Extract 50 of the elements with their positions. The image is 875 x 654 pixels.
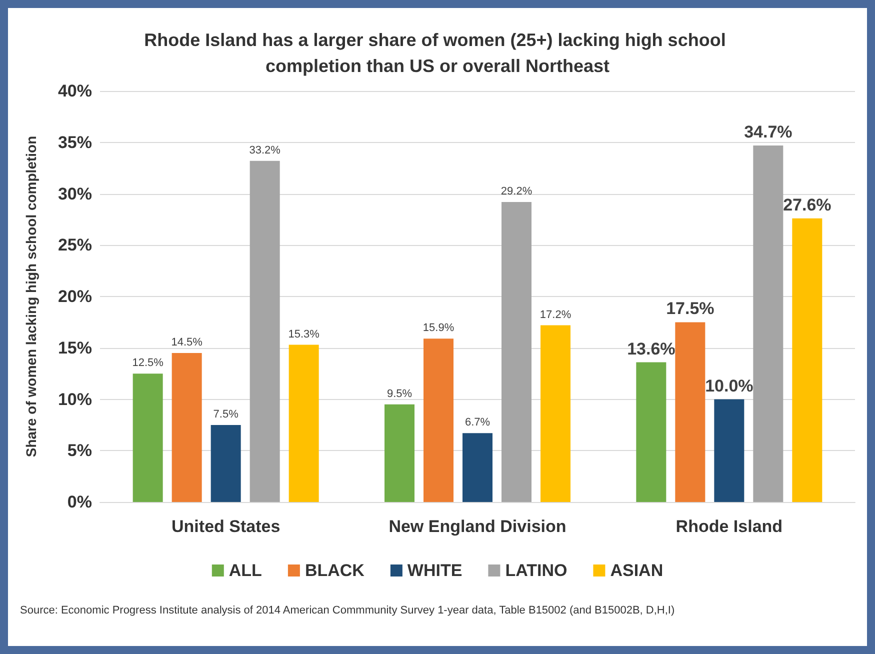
x-tick-label: United States: [172, 517, 280, 536]
data-label: 12.5%: [132, 357, 164, 370]
y-axis-title: Share of women lacking high school completion: [23, 136, 39, 458]
bar: [210, 424, 241, 502]
y-tick-label: 20%: [58, 287, 92, 306]
bar: [714, 399, 744, 502]
x-tick-label: New England Division: [388, 517, 566, 536]
bar: [636, 362, 666, 502]
bar: [250, 160, 280, 502]
data-label: 17.2%: [540, 308, 572, 321]
data-label: 17.5%: [666, 299, 714, 318]
data-label: 14.5%: [171, 336, 203, 349]
bar: [753, 145, 784, 502]
y-tick-label: 15%: [58, 338, 92, 358]
chart-title: Rhode Island has a larger share of women (25+) lacking high school completion than US or overall Northeast: [144, 30, 731, 76]
bar: [172, 353, 202, 502]
legend-label: LATINO: [505, 561, 568, 580]
y-tick-label: 30%: [58, 184, 92, 204]
data-label: 29.2%: [500, 185, 532, 198]
bar: [540, 325, 570, 502]
source-note: Source: Economic Progress Institute analysis of 2014 American Commmunity Survey 1-year data, Table B15002 (and B15002B, D,H,I): [20, 604, 675, 616]
y-tick-label: 25%: [58, 236, 92, 255]
bar: [288, 344, 319, 502]
data-label: 15.9%: [422, 322, 454, 334]
data-label: 34.7%: [744, 122, 792, 142]
legend-label: ALL: [228, 561, 262, 580]
data-label: 33.2%: [249, 144, 281, 156]
y-tick-label: 0%: [67, 492, 92, 512]
legend-label: WHITE: [407, 561, 462, 580]
data-label: 7.5%: [213, 408, 239, 420]
data-label: 9.5%: [386, 388, 412, 400]
y-tick-label: 10%: [58, 390, 92, 409]
data-label: 27.6%: [783, 195, 832, 214]
bar: [384, 404, 414, 502]
y-tick-label: 40%: [58, 82, 92, 100]
bar: [462, 433, 492, 502]
legend-label: ASIAN: [610, 561, 664, 580]
bar: [792, 218, 822, 502]
data-label: 10.0%: [705, 376, 754, 396]
bar: [132, 374, 163, 502]
y-tick-label: 5%: [67, 441, 92, 460]
bar: [675, 322, 706, 502]
y-tick-label: 35%: [58, 132, 92, 152]
x-tick-label: Rhode Island: [676, 517, 783, 536]
data-label: 15.3%: [288, 328, 320, 340]
data-label: 13.6%: [627, 339, 676, 358]
data-label: 6.7%: [464, 416, 490, 429]
bar: [502, 202, 532, 502]
legend-label: BLACK: [304, 561, 366, 580]
bar: [424, 338, 454, 502]
